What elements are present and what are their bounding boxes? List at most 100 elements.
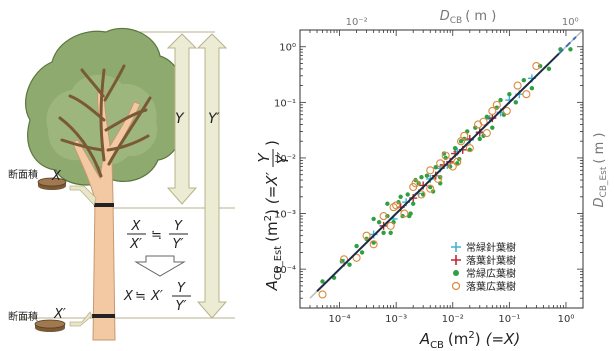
result-lhs: X <box>123 289 134 304</box>
y-tick-label: 10⁻² <box>274 154 296 165</box>
disc-x-prime-label: X′ <box>53 307 66 322</box>
data-point-s3-45 <box>398 194 403 199</box>
y-axis-label-unit: (m <box>263 221 281 241</box>
data-point-s4-32 <box>488 106 497 115</box>
y-label: Y <box>175 111 185 127</box>
data-point-s3-38 <box>529 85 535 91</box>
y-axis-label-unit-sup: 2 <box>263 215 274 221</box>
legend-item-3: 常緑広葉樹 <box>453 267 516 280</box>
data-point-s3-25 <box>452 145 458 151</box>
data-point-s4-5 <box>369 240 378 249</box>
data-point-s3-52 <box>481 133 486 139</box>
data-point-s4-1 <box>318 290 327 299</box>
top-tick-label: 10⁻² <box>346 17 368 28</box>
ratio-lhs-den: X′ <box>129 237 142 252</box>
data-point-s3-43 <box>371 216 376 222</box>
x-tick-label: 10⁰ <box>558 314 575 325</box>
y-axis-label-unit-close: ) <box>263 209 281 215</box>
data-point-s4-17 <box>465 144 474 153</box>
y-prime-double-arrow <box>196 33 228 319</box>
legend-label-4: 落葉広葉樹 <box>466 280 516 293</box>
ratio-lhs-num: X <box>131 219 142 234</box>
ratio-approx: ≒ <box>151 228 162 243</box>
tree-branches <box>58 64 152 178</box>
y-axis-label-close: ) <box>263 140 281 146</box>
data-point-s4-31 <box>453 157 462 166</box>
legend-label-3: 常緑広葉樹 <box>466 267 516 280</box>
data-point-s3-56 <box>419 175 424 180</box>
data-point-s4-11 <box>417 190 426 199</box>
data-point-s4-24 <box>532 61 541 71</box>
data-point-s3-36 <box>513 100 519 105</box>
data-point-s3-1 <box>320 279 325 284</box>
legend: 常緑針葉樹 落葉針葉樹 常緑広葉樹 落葉広葉樹 <box>451 241 516 293</box>
x-axis-label-unit: (m <box>448 330 468 348</box>
data-point-s3-44 <box>388 230 393 236</box>
data-point-s4-26 <box>411 179 420 188</box>
x-tick-label: 10⁻³ <box>385 314 407 325</box>
legend-marker-4 <box>451 281 461 291</box>
data-point-s3-35 <box>507 92 512 97</box>
data-point-s3-37 <box>521 78 527 83</box>
data-point-s4-3 <box>352 253 361 262</box>
data-point-s3-40 <box>546 66 552 72</box>
derivation-arrow <box>134 255 186 277</box>
data-point-s4-27 <box>460 131 469 140</box>
y-axis-label-main: A <box>263 280 281 291</box>
data-point-s3-54 <box>385 201 390 206</box>
result-approx: ≒ <box>135 289 146 304</box>
right-axis-label: DCB_Est ( m ) <box>592 133 609 208</box>
y-tick-label: 10⁻¹ <box>274 98 296 109</box>
data-point-s3-20 <box>428 184 433 190</box>
x-axis-label-main: A <box>419 330 430 348</box>
svg-text:ACB_Est(m2)(=X′: ACB_Est (m2) (=X′ <box>263 171 284 291</box>
x-tick-label: 10⁻² <box>442 314 464 325</box>
result-num: Y <box>177 281 186 296</box>
fit-line-extension <box>558 36 577 55</box>
data-point-s3-10 <box>381 230 386 236</box>
data-point-s3-32 <box>490 125 495 130</box>
x-axis-label-unit-close: ) <box>475 330 481 348</box>
result-den: Y′ <box>176 299 187 314</box>
data-point-s4-25 <box>426 184 435 193</box>
legend-label-1: 常緑針葉樹 <box>466 241 516 254</box>
data-point-s4-7 <box>386 221 395 230</box>
y-prime-label: Y′ <box>208 111 221 127</box>
data-point-s3-5 <box>354 243 359 249</box>
data-point-s3-58 <box>458 139 464 144</box>
data-point-s3-16 <box>411 201 416 206</box>
data-point-s4-23 <box>522 90 531 99</box>
y-tick-label: 10⁻⁴ <box>274 265 296 276</box>
data-point-s4-30 <box>436 159 445 168</box>
scatter-chart: 10⁻⁴ 10⁻³ 10⁻² 10⁻¹ 10⁰ 10⁻⁴ 10⁻³ 10⁻² 10⁻¹ 10⁰ 10… <box>255 9 609 351</box>
fit-layer <box>316 36 577 292</box>
data-point-s3-31 <box>484 114 490 119</box>
x-axis-label-unit-sup: 2 <box>468 330 474 341</box>
data-point-s3-9 <box>376 219 382 225</box>
data-point-s3-21 <box>433 165 438 170</box>
arrow-to-disc-x <box>69 185 97 206</box>
data-point-s4-19 <box>482 129 491 138</box>
result-equation: X ≒ X′ Y Y′ <box>123 281 191 314</box>
data-point-s4-4 <box>362 231 371 240</box>
legend-item-1: 常緑針葉樹 <box>451 241 516 254</box>
data-point-s4-13 <box>434 174 443 183</box>
y-axis-label-num: Y <box>255 152 273 163</box>
data-point-s4-6 <box>379 212 388 221</box>
data-point-s4-9 <box>400 209 409 218</box>
ratio-equation: X X′ ≒ Y Y′ <box>127 219 188 252</box>
y-axis-label-sub: CB_Est <box>273 246 284 280</box>
legend-marker-1 <box>451 242 461 252</box>
data-point-s3-19 <box>424 173 430 178</box>
y-axis-label-den: Y′ <box>274 151 292 164</box>
right-axis-label-unit: ( m ) <box>592 133 607 164</box>
y-axis-label: ACB_Est (m2) (=X′ Y Y′ ) <box>255 140 292 291</box>
ratio-rhs-num: Y <box>174 219 183 234</box>
ticks-layer: 10⁻⁴ 10⁻³ 10⁻² 10⁻¹ 10⁰ 10⁻⁴ 10⁻³ 10⁻² 10⁻¹ 10⁰ 10… <box>274 17 584 325</box>
top-tick-label: 10⁰ <box>562 17 579 28</box>
data-point-s4-20 <box>492 100 501 109</box>
area-label-upper: 断面積 <box>8 168 38 181</box>
legend-label-2: 落葉針葉樹 <box>466 254 516 267</box>
data-point-s4-28 <box>479 117 488 126</box>
